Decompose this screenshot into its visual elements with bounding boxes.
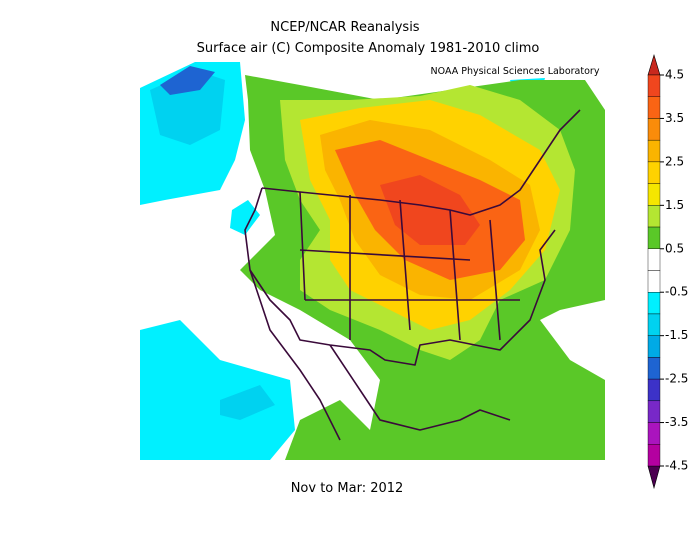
colorbar-tick-label: -0.5 xyxy=(665,285,688,299)
anomaly-region xyxy=(140,320,295,460)
colorbar-tick-label: -4.5 xyxy=(665,459,688,473)
colorbar-bin xyxy=(647,96,661,119)
colorbar-bin xyxy=(647,183,661,206)
colorbar-bin xyxy=(647,161,661,184)
border xyxy=(244,187,556,366)
colorbar-tick-label: 2.5 xyxy=(665,154,684,168)
anomaly-region xyxy=(160,66,215,95)
border xyxy=(249,269,511,441)
colorbar-tick-label: 4.5 xyxy=(665,68,684,82)
border xyxy=(299,191,520,341)
colorbar-bin xyxy=(647,313,661,336)
colorbar-bin xyxy=(647,335,661,358)
colorbar-bin xyxy=(647,139,661,163)
colorbar-over xyxy=(647,53,661,76)
colorbar-tick-label: 1.5 xyxy=(665,198,684,212)
colorbar-bin xyxy=(647,270,661,293)
anomaly-region xyxy=(380,175,480,245)
colorbar-bin xyxy=(647,118,661,141)
attribution: NOAA Physical Sciences Laboratory xyxy=(431,66,600,77)
colorbar-bin xyxy=(647,205,661,228)
colorbar-bin xyxy=(647,444,661,467)
title: NCEP/NCAR Reanalysis xyxy=(270,20,419,35)
colorbar-tick-label: -3.5 xyxy=(665,415,688,429)
colorbar-bin xyxy=(647,422,661,445)
anomaly-region xyxy=(230,200,260,235)
colorbar-tick-label: 0.5 xyxy=(665,241,684,255)
colorbar-bin xyxy=(647,378,661,402)
map xyxy=(140,60,605,460)
subtitle: Surface air (C) Composite Anomaly 1981-2… xyxy=(197,41,540,56)
colorbar-tick-label: -2.5 xyxy=(665,372,688,386)
anomaly-region xyxy=(220,385,275,420)
colorbar-bin xyxy=(647,74,661,97)
colorbar-bin xyxy=(647,248,661,271)
colorbar-bin xyxy=(647,226,661,249)
colorbar-bin xyxy=(647,357,661,380)
footer: Nov to Mar: 2012 xyxy=(291,481,404,496)
colorbar-bin xyxy=(647,292,661,315)
colorbar-under xyxy=(647,465,661,490)
colorbar-bin xyxy=(647,400,661,423)
border xyxy=(261,109,581,216)
colorbar-tick-label: 3.5 xyxy=(665,111,684,125)
colorbar-tick-label: -1.5 xyxy=(665,328,688,342)
